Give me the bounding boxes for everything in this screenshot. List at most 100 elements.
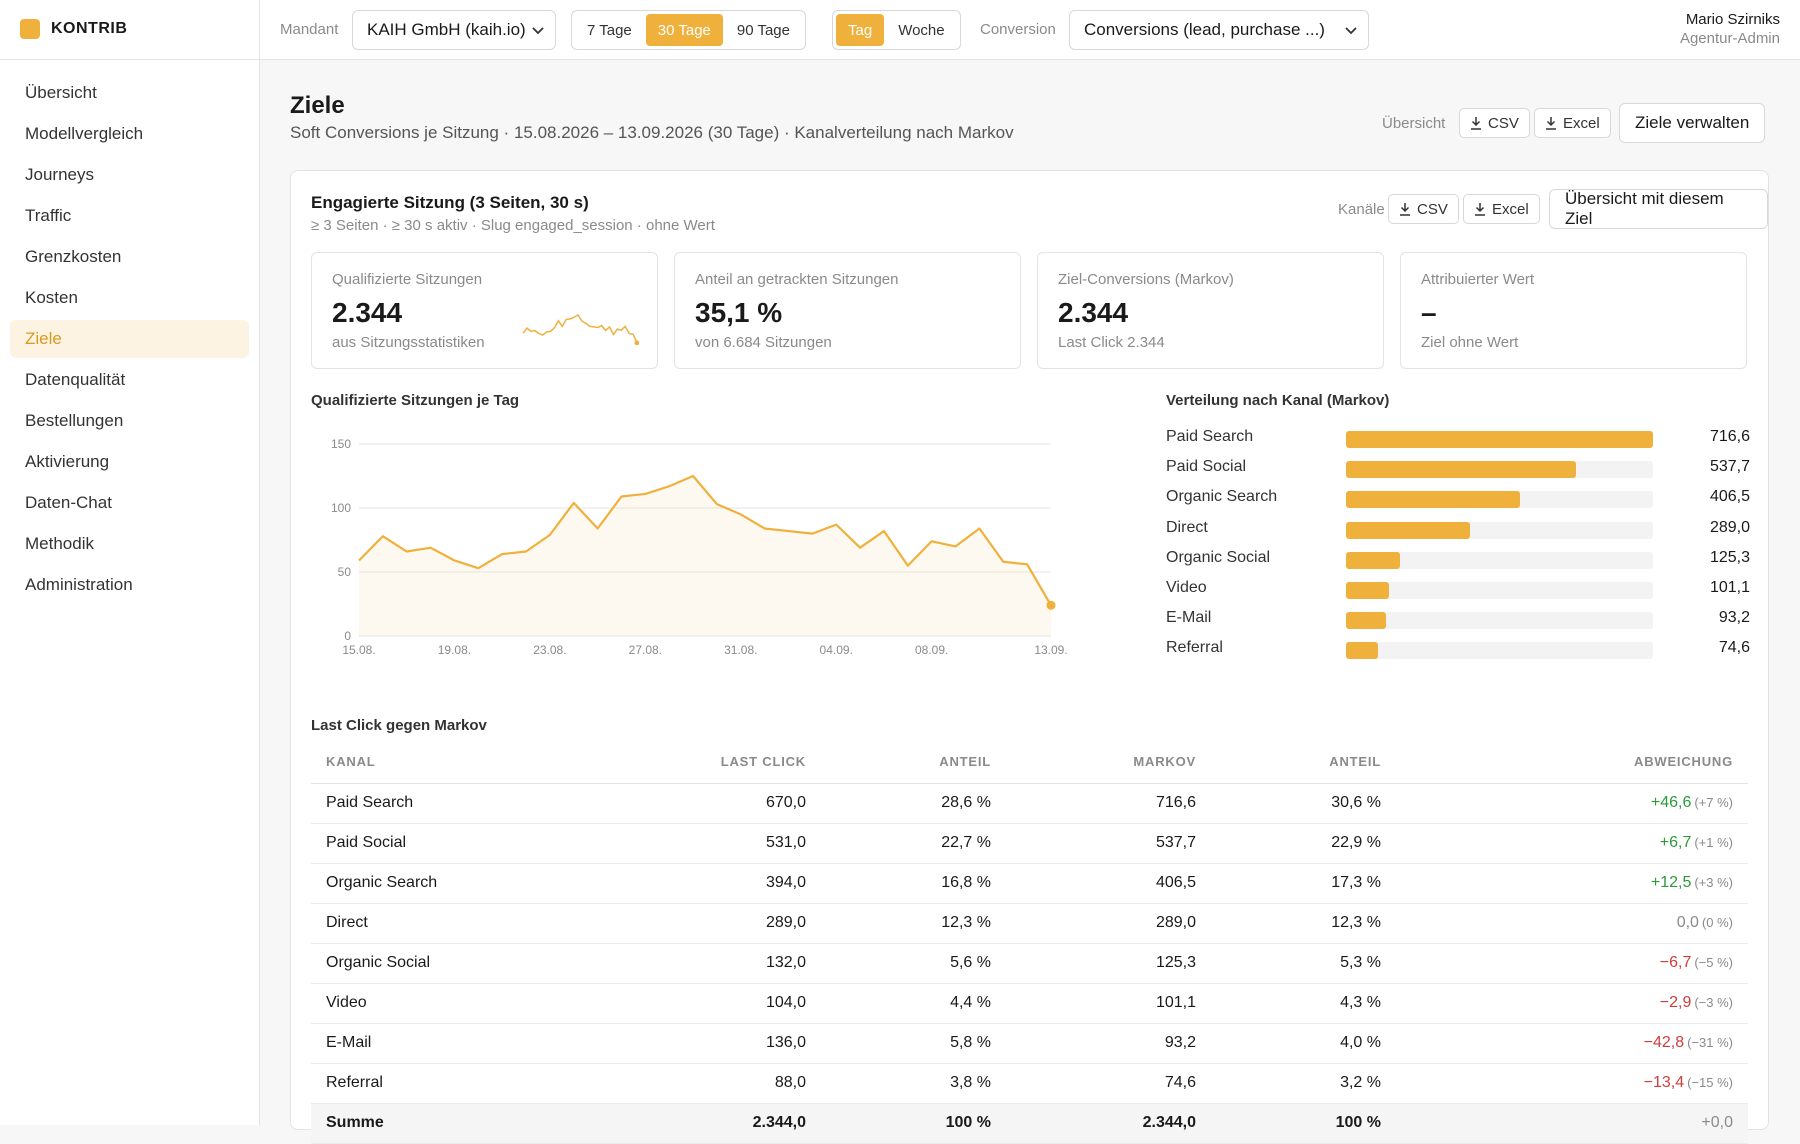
mandant-label: Mandant	[280, 21, 339, 38]
page-excel-button[interactable]: Excel	[1534, 108, 1611, 138]
sidebar-item-modellvergleich[interactable]: Modellvergleich	[25, 124, 144, 143]
conversion-label: Conversion	[980, 21, 1056, 38]
bar-chart-title: Verteilung nach Kanal (Markov)	[1166, 392, 1390, 409]
bar-label: Organic Search	[1166, 488, 1278, 506]
sidebar-item-journeys[interactable]: Journeys	[25, 165, 94, 184]
table-row[interactable]: E-Mail 136,0 5,8 % 93,2 4,0 % −42,8 (−31 %)	[311, 1023, 1748, 1064]
table-row[interactable]: Paid Search 670,0 28,6 % 716,6 30,6 % +46,6 (+…	[311, 783, 1748, 824]
page-subtitle: Soft Conversions je Sitzung · 15.08.2026…	[290, 123, 1014, 142]
sidebar-item-aktivierung[interactable]: Aktivierung	[25, 452, 110, 471]
column-header[interactable]: MARKOV	[1006, 741, 1211, 784]
kpi-sub: Ziel ohne Wert	[1421, 334, 1519, 351]
deviation-percent: (−15 %)	[1687, 1075, 1733, 1090]
cell-markov-share: 3,2 %	[1211, 1063, 1396, 1104]
cell-markov: 125,3	[1006, 943, 1211, 984]
brand-logo-icon	[20, 19, 40, 39]
kpi-label: Ziel-Conversions (Markov)	[1058, 271, 1234, 288]
bar-value-label: 101,1	[1709, 579, 1750, 596]
cell-kanal: Organic Social	[311, 943, 611, 984]
table-row[interactable]: Organic Social 132,0 5,6 % 125,3 5,3 % −6,7 (−…	[311, 943, 1748, 984]
cell-last-click-share: 28,6 %	[821, 783, 1006, 824]
cell-last-click: 132,0	[611, 943, 821, 984]
bar	[1346, 461, 1577, 479]
goal-excel-button[interactable]: Excel	[1463, 194, 1540, 224]
cell-markov-share: 5,3 %	[1211, 943, 1396, 984]
bar-row: Video 101,1	[1166, 579, 1750, 599]
bar-track	[1346, 491, 1653, 509]
deviation-percent: (+1 %)	[1694, 835, 1733, 850]
cell-markov: 289,0	[1006, 903, 1211, 944]
topbar-divider	[259, 0, 260, 60]
bar	[1346, 642, 1378, 660]
conversion-select[interactable]: Conversions (lead, purchase ...)	[1069, 10, 1369, 50]
cell-markov: 406,5	[1006, 863, 1211, 904]
sidebar-item-kosten[interactable]: Kosten	[25, 288, 78, 307]
deviation-percent: (−3 %)	[1694, 995, 1733, 1010]
x-tick-label: 31.08.	[724, 643, 757, 657]
goal-csv-button[interactable]: CSV	[1388, 194, 1459, 224]
deviation-percent: (+3 %)	[1694, 875, 1733, 890]
cell-deviation: −13,4 (−15 %)	[1396, 1063, 1748, 1104]
column-header[interactable]: ABWEICHUNG	[1396, 741, 1748, 784]
deviation-percent: (+7 %)	[1694, 795, 1733, 810]
mandant-select[interactable]: KAIH GmbH (kaih.io)	[352, 10, 556, 50]
deviation-value: −6,7	[1659, 954, 1692, 971]
range-option[interactable]: 7 Tage	[587, 21, 632, 39]
sidebar-item-daten-chat[interactable]: Daten-Chat	[25, 493, 112, 512]
y-tick-label: 100	[331, 501, 351, 515]
manage-goals-button[interactable]: Ziele verwalten	[1619, 103, 1766, 143]
conversion-value: Conversions (lead, purchase ...)	[1084, 20, 1325, 39]
bar	[1346, 521, 1470, 539]
table-row[interactable]: Video 104,0 4,4 % 101,1 4,3 % −2,9 (−3 %)	[311, 983, 1748, 1024]
column-header[interactable]: LAST CLICK	[611, 741, 821, 784]
bar-value-label: 537,7	[1709, 458, 1750, 476]
bar-label: Paid Social	[1166, 458, 1247, 476]
cell-markov: 93,2	[1006, 1023, 1211, 1064]
cell-markov-share: 4,0 %	[1211, 1023, 1396, 1064]
cell-kanal: Paid Search	[311, 783, 611, 824]
bar-row: Paid Social 537,7	[1166, 458, 1750, 479]
kpi-share-tracked: Anteil an getrackten Sitzungen 35,1 % vo…	[674, 252, 1021, 369]
sidebar-item-datenqualitaet[interactable]: Datenqualität	[25, 370, 126, 389]
cell-markov-share: 12,3 %	[1211, 903, 1396, 944]
user-menu[interactable]: Mario Szirniks Agentur-Admin	[1680, 11, 1780, 47]
table-title: Last Click gegen Markov	[311, 717, 487, 734]
granularity-option[interactable]: Woche	[898, 21, 945, 39]
granularity-option-active[interactable]: Tag	[836, 14, 885, 46]
brand[interactable]: KONTRIB	[20, 19, 127, 39]
sidebar-item-traffic[interactable]: Traffic	[25, 206, 72, 225]
sidebar-item-administration[interactable]: Administration	[25, 575, 133, 594]
sparkline-endpoint	[634, 340, 639, 345]
table-row[interactable]: Organic Search 394,0 16,8 % 406,5 17,3 % +12,…	[311, 863, 1748, 904]
table-row[interactable]: Referral 88,0 3,8 % 74,6 3,2 % −13,4 (−15 %)	[311, 1063, 1748, 1104]
cell-deviation: +46,6 (+7 %)	[1396, 783, 1748, 824]
page-csv-button[interactable]: CSV	[1459, 108, 1530, 138]
column-header[interactable]: ANTEIL	[1211, 741, 1396, 784]
column-header[interactable]: ANTEIL	[821, 741, 1006, 784]
goal-meta: ≥ 3 Seiten · ≥ 30 s aktiv · Slug engaged…	[311, 217, 715, 234]
goal-card: Engagierte Sitzung (3 Seiten, 30 s) ≥ 3 …	[290, 170, 1769, 1144]
x-tick-label: 19.08.	[438, 643, 471, 657]
cell-deviation: +0,0	[1396, 1103, 1748, 1144]
table-row[interactable]: Direct 289,0 12,3 % 289,0 12,3 % 0,0 (0 %)	[311, 903, 1748, 944]
bar-row: Organic Search 406,5	[1166, 488, 1750, 509]
kpi-value: –	[1421, 297, 1437, 328]
deviation-percent: (−5 %)	[1694, 955, 1733, 970]
sidebar-item-ziele[interactable]: Ziele	[10, 320, 249, 358]
kpi-sub: von 6.684 Sitzungen	[695, 334, 832, 351]
sidebar-item-uebersicht[interactable]: Übersicht	[25, 83, 97, 102]
column-header[interactable]: KANAL	[311, 741, 611, 784]
sidebar-item-methodik[interactable]: Methodik	[25, 534, 94, 553]
cell-last-click: 2.344,0	[611, 1103, 821, 1144]
table-header-row: KANAL LAST CLICK ANTEIL MARKOV ANTEIL AB…	[311, 741, 1748, 784]
kpi-sub: aus Sitzungsstatistiken	[332, 334, 485, 351]
overview-with-goal-button[interactable]: Übersicht mit diesem Ziel	[1549, 189, 1768, 229]
sidebar-item-bestellungen[interactable]: Bestellungen	[25, 411, 124, 430]
deviation-value: −42,8	[1643, 1034, 1685, 1051]
range-option[interactable]: 90 Tage	[736, 21, 790, 39]
kpi-value: 2.344	[1058, 297, 1129, 328]
cell-last-click-share: 4,4 %	[821, 983, 1006, 1024]
range-option-active[interactable]: 30 Tage	[645, 14, 723, 46]
table-row[interactable]: Paid Social 531,0 22,7 % 537,7 22,9 % +6,7 (+1…	[311, 823, 1748, 864]
sidebar-item-grenzkosten[interactable]: Grenzkosten	[25, 247, 122, 266]
